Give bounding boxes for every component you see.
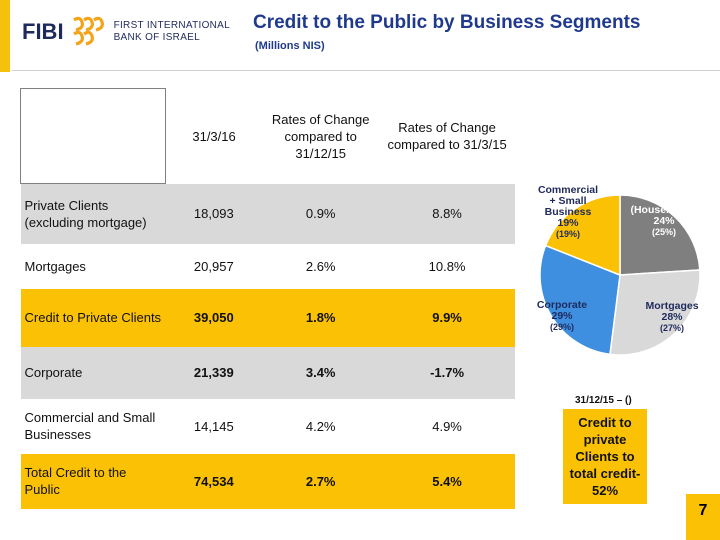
table-row: Corporate 21,339 3.4% -1.7% xyxy=(20,346,515,399)
cell-value: -1.7% xyxy=(379,346,515,399)
cell-value: 20,957 xyxy=(165,243,263,289)
cell-value: 4.2% xyxy=(262,398,380,454)
row-label: Total Credit to the Public xyxy=(20,453,166,509)
table-header-row: 31/3/16 Rates of Change compared to 31/1… xyxy=(20,88,516,184)
accent-bar xyxy=(0,0,10,72)
table-row: Commercial and Small Businesses 14,145 4… xyxy=(20,398,515,454)
row-label: Commercial and Small Businesses xyxy=(20,398,166,454)
pie-slice-label: Corporate 29% (29%) xyxy=(537,299,587,332)
row-label: Mortgages xyxy=(20,243,166,289)
column-header-change-dec15: Rates of Change compared to 31/12/15 xyxy=(271,111,370,161)
row-label: Credit to Private Clients xyxy=(20,288,166,347)
cell-value: 0.9% xyxy=(262,183,380,244)
bank-name-line1: FIRST INTERNATIONAL xyxy=(113,20,231,31)
cell-value: 4.9% xyxy=(379,398,515,454)
page-title: Credit to the Public by Business Segment… xyxy=(253,12,641,33)
cell-value: 10.8% xyxy=(379,243,515,289)
pie-slice xyxy=(609,269,701,356)
pie-slice-label: Private + Retail (Households) 24% (25%) xyxy=(630,182,697,237)
cell-value: 5.4% xyxy=(379,453,515,509)
callout-line: private xyxy=(583,432,627,447)
row-label: Private Clients (excluding mortgage) xyxy=(20,183,166,244)
table-row: Mortgages 20,957 2.6% 10.8% xyxy=(20,243,515,289)
table-row: Private Clients (excluding mortgage) 18,… xyxy=(20,183,515,244)
pie-caption: 31/12/15 – () xyxy=(575,395,632,406)
column-header-change-mar15: Rates of Change compared to 31/3/15 xyxy=(387,120,507,152)
private-credit-callout: Credit to private Clients to total credi… xyxy=(563,409,647,504)
bank-logo: FIBI FIRST INTERNATIONAL BANK OF ISRAEL xyxy=(22,12,230,52)
slide-header: FIBI FIRST INTERNATIONAL BANK OF ISRAEL … xyxy=(0,0,720,72)
logo-mark-icon xyxy=(72,16,104,46)
segments-table: 31/3/16 Rates of Change compared to 31/1… xyxy=(20,88,515,509)
table-row: Total Credit to the Public 74,534 2.7% 5… xyxy=(20,453,515,509)
page-number: 7 xyxy=(686,494,720,540)
column-header-date: 31/3/16 xyxy=(192,128,236,144)
callout-line: 52% xyxy=(591,483,619,498)
cell-value: 3.4% xyxy=(262,346,380,399)
cell-value: 14,145 xyxy=(165,398,263,454)
table-row: Credit to Private Clients 39,050 1.8% 9.… xyxy=(20,288,515,347)
bank-name: FIRST INTERNATIONAL BANK OF ISRAEL xyxy=(114,20,230,44)
pie-slice xyxy=(619,194,701,276)
cell-value: 39,050 xyxy=(165,288,263,347)
cell-value: 74,534 xyxy=(165,453,263,509)
pie-slice-label: Commercial + Small Business 19% (19%) xyxy=(538,184,598,239)
header-divider xyxy=(12,70,720,71)
callout-line: total credit- xyxy=(569,466,641,481)
header-blank-cell xyxy=(20,88,166,184)
callout-line: Credit to xyxy=(578,415,632,430)
cell-value: 21,339 xyxy=(165,346,263,399)
callout-line: Clients to xyxy=(575,449,635,464)
row-label: Corporate xyxy=(20,346,166,399)
logo-fibi-text: FIBI xyxy=(22,19,64,44)
page-subtitle: (Millions NIS) xyxy=(255,40,325,52)
pie-slice xyxy=(539,244,621,356)
bank-name-line2: BANK OF ISRAEL xyxy=(113,32,201,43)
cell-value: 18,093 xyxy=(165,183,263,244)
pie-slice-label: Mortgages 28% (27%) xyxy=(645,300,698,333)
segments-pie-chart: Private + Retail (Households) 24% (25%) Mortg… xyxy=(537,182,701,356)
cell-value: 8.8% xyxy=(379,183,515,244)
cell-value: 2.6% xyxy=(262,243,380,289)
pie-slice xyxy=(544,194,621,277)
cell-value: 9.9% xyxy=(379,288,515,347)
cell-value: 2.7% xyxy=(262,453,380,509)
cell-value: 1.8% xyxy=(262,288,380,347)
